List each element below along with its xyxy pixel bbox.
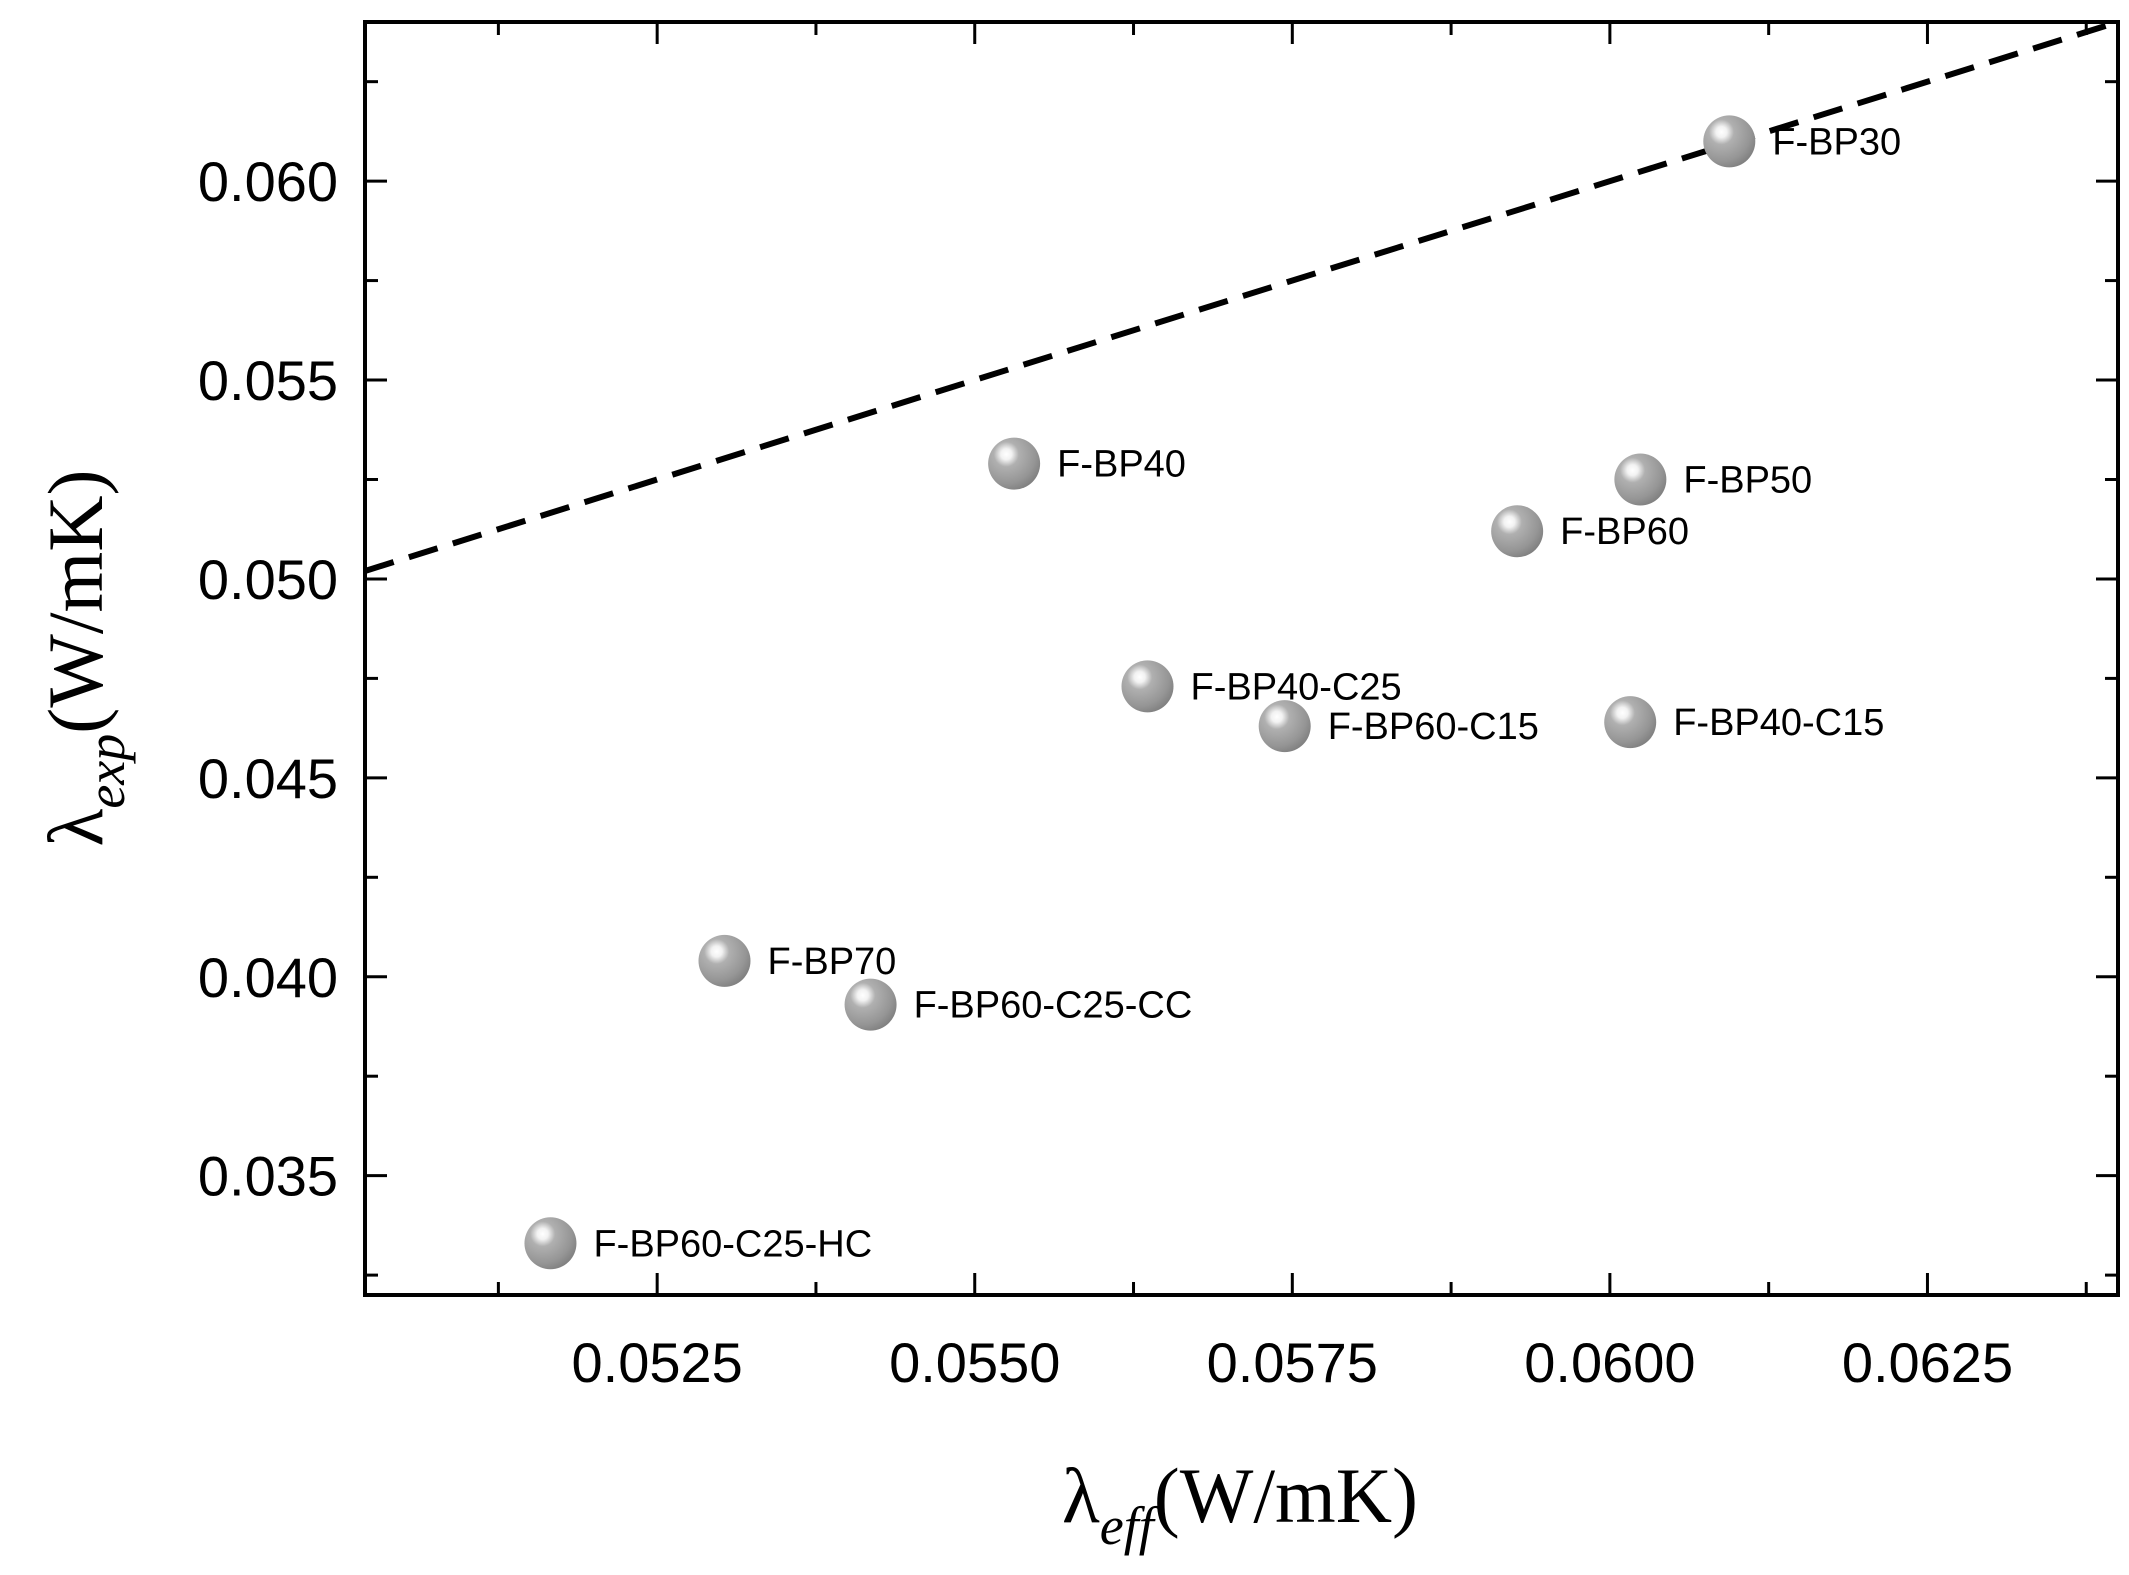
data-point-label: F-BP70 xyxy=(767,941,896,983)
data-point-marker xyxy=(698,934,751,987)
y-axis-unit: (W/mK) xyxy=(32,469,119,733)
data-point-group: F-BP60-C25-CC xyxy=(844,978,1193,1031)
data-point-group: F-BP50 xyxy=(1614,453,1812,506)
data-point-label: F-BP30 xyxy=(1772,121,1901,163)
data-point-label: F-BP40-C15 xyxy=(1673,702,1884,744)
data-point-marker xyxy=(524,1217,577,1270)
y-tick-label: 0.045 xyxy=(198,747,338,810)
data-point-marker xyxy=(1121,660,1174,713)
y-axis-symbol: λ xyxy=(32,809,119,847)
data-point-group: F-BP60-C15 xyxy=(1258,700,1539,753)
y-tick-label: 0.050 xyxy=(198,548,338,611)
data-point-group: F-BP40-C15 xyxy=(1604,696,1884,749)
data-point-group: F-BP30 xyxy=(1703,115,1901,168)
tick-marks-layer xyxy=(365,22,2118,1295)
x-tick-labels: 0.0525 0.0550 0.0575 0.0600 0.0625 xyxy=(572,1331,2014,1394)
x-axis-subscript: eff xyxy=(1100,1496,1161,1556)
data-point-group: F-BP40-C25 xyxy=(1121,660,1402,713)
data-point-label: F-BP40 xyxy=(1057,444,1186,486)
x-tick-label: 0.0525 xyxy=(572,1331,743,1394)
data-point-group: F-BP40 xyxy=(988,437,1186,490)
data-point-marker xyxy=(1491,505,1544,558)
y-tick-label: 0.035 xyxy=(198,1145,338,1208)
reference-line xyxy=(365,22,2118,574)
reference-line-layer xyxy=(365,22,2118,574)
data-point-label: F-BP60-C25-CC xyxy=(914,985,1193,1027)
plot-frame xyxy=(363,20,2120,1297)
y-tick-label: 0.060 xyxy=(198,150,338,213)
y-axis-title: λexp(W/mK) xyxy=(32,469,136,846)
data-point-marker xyxy=(1258,700,1311,753)
axes-layer xyxy=(363,20,2120,1297)
data-point-label: F-BP60-C25-HC xyxy=(593,1223,872,1265)
data-point-marker xyxy=(1703,115,1756,168)
data-point-label: F-BP50 xyxy=(1683,459,1812,501)
x-axis-symbol: λ xyxy=(1062,1452,1100,1539)
y-tick-label: 0.040 xyxy=(198,946,338,1009)
x-tick-label: 0.0550 xyxy=(889,1331,1060,1394)
data-point-group: F-BP60 xyxy=(1491,505,1689,558)
x-axis-unit: (W/mK) xyxy=(1154,1452,1418,1539)
data-point-group: F-BP60-C25-HC xyxy=(524,1217,872,1270)
data-point-label: F-BP60-C15 xyxy=(1328,706,1539,748)
x-tick-label: 0.0575 xyxy=(1207,1331,1378,1394)
y-tick-label: 0.055 xyxy=(198,349,338,412)
x-tick-label: 0.0600 xyxy=(1524,1331,1695,1394)
y-tick-labels: 0.035 0.040 0.045 0.050 0.055 0.060 xyxy=(198,150,338,1208)
y-axis-subscript: exp xyxy=(76,734,136,809)
data-point-label: F-BP40-C25 xyxy=(1190,666,1401,708)
data-point-label: F-BP60 xyxy=(1560,511,1689,553)
x-axis-title: λeff(W/mK) xyxy=(1062,1452,1418,1556)
data-point-marker xyxy=(1614,453,1667,506)
data-point-group: F-BP70 xyxy=(698,934,896,987)
data-point-marker xyxy=(1604,696,1657,749)
data-point-marker xyxy=(844,978,897,1031)
x-tick-label: 0.0625 xyxy=(1842,1331,2013,1394)
data-point-marker xyxy=(988,437,1041,490)
